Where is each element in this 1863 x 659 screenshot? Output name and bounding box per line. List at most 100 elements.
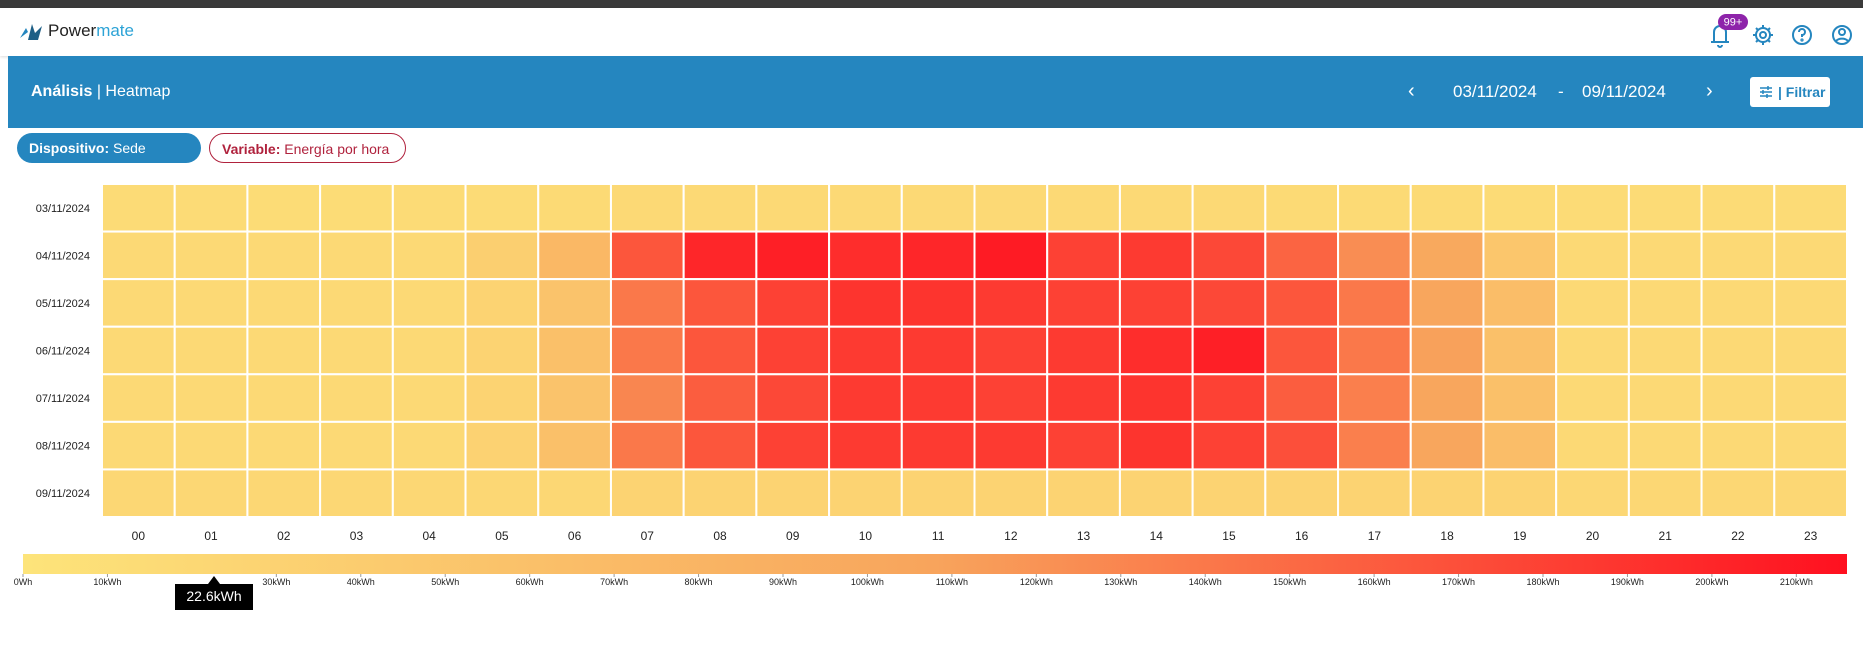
color-bar-label: 160kWh bbox=[1358, 577, 1391, 587]
logo-text[interactable]: Powermate bbox=[48, 21, 134, 41]
heat-cell bbox=[1191, 420, 1267, 471]
heat-cell bbox=[1700, 183, 1776, 233]
heat-cell bbox=[173, 230, 249, 281]
heat-cell bbox=[1773, 373, 1848, 423]
heat-cell bbox=[900, 325, 976, 376]
heat-cell bbox=[1337, 373, 1412, 423]
heat-cell bbox=[609, 420, 685, 471]
help-button[interactable] bbox=[1792, 25, 1812, 45]
heat-cell bbox=[537, 468, 612, 518]
x-tick-label: 14 bbox=[1150, 529, 1164, 543]
heat-cell bbox=[319, 183, 394, 233]
heat-cell bbox=[682, 325, 758, 376]
x-tick-label: 22 bbox=[1731, 529, 1745, 543]
heat-cell bbox=[173, 325, 249, 376]
heat-cell bbox=[1118, 230, 1194, 281]
heat-cell bbox=[246, 183, 322, 233]
y-tick-label: 03/11/2024 bbox=[36, 203, 90, 215]
heat-cell bbox=[391, 373, 467, 423]
heat-cell bbox=[391, 420, 467, 471]
x-tick-label: 08 bbox=[713, 529, 727, 543]
heat-cell bbox=[101, 230, 176, 281]
heat-cell bbox=[609, 373, 685, 423]
heat-cell bbox=[828, 325, 903, 376]
heat-cell bbox=[1627, 420, 1703, 471]
heat-cell bbox=[1191, 183, 1267, 233]
heat-cell bbox=[609, 183, 685, 233]
x-tick-label: 05 bbox=[495, 529, 509, 543]
logo-part: mate bbox=[96, 21, 134, 40]
heat-cell bbox=[900, 230, 976, 281]
filter-button[interactable]: | Filtrar bbox=[1750, 77, 1830, 107]
heat-cell bbox=[173, 468, 249, 518]
heat-cell bbox=[973, 183, 1049, 233]
heat-cell bbox=[1409, 325, 1485, 376]
heat-cell bbox=[755, 420, 831, 471]
heat-cell bbox=[1264, 278, 1340, 328]
toolbar: Análisis | Heatmap ‹ 03/11/2024 - 09/11/… bbox=[8, 56, 1863, 128]
heat-cell bbox=[973, 468, 1049, 518]
date-to[interactable]: 09/11/2024 bbox=[1582, 82, 1666, 101]
prev-button[interactable]: ‹ bbox=[1408, 80, 1415, 102]
color-bar-label: 80kWh bbox=[685, 577, 713, 587]
heat-cell bbox=[1046, 420, 1121, 471]
heat-cell bbox=[1700, 468, 1776, 518]
heat-cell bbox=[101, 420, 176, 471]
account-button[interactable] bbox=[1832, 25, 1852, 45]
heat-cell bbox=[319, 278, 394, 328]
heat-cell bbox=[1409, 420, 1485, 471]
heat-cell bbox=[464, 373, 540, 423]
heat-cell bbox=[1264, 468, 1340, 518]
heat-cell bbox=[755, 373, 831, 423]
color-bar-label: 170kWh bbox=[1442, 577, 1475, 587]
heat-cell bbox=[682, 420, 758, 471]
x-tick-label: 03 bbox=[350, 529, 364, 543]
color-bar-label: 110kWh bbox=[936, 577, 968, 587]
x-tick-label: 21 bbox=[1659, 529, 1673, 543]
header-icons: 99+ bbox=[1711, 14, 1852, 48]
heat-cell bbox=[828, 278, 903, 328]
heat-cell bbox=[1409, 373, 1485, 423]
heat-cell bbox=[1482, 278, 1558, 328]
y-tick-label: 04/11/2024 bbox=[36, 250, 90, 262]
heat-cell bbox=[828, 468, 903, 518]
x-tick-label: 01 bbox=[204, 529, 218, 543]
heat-cell bbox=[246, 420, 322, 471]
heat-cell bbox=[1191, 373, 1267, 423]
next-button[interactable]: › bbox=[1706, 80, 1713, 102]
device-chip[interactable]: Dispositivo: Sede central bbox=[17, 133, 201, 186]
heat-cell bbox=[537, 420, 612, 471]
settings-button[interactable] bbox=[1753, 25, 1773, 45]
heat-cell bbox=[609, 278, 685, 328]
tooltip-text: 22.6kWh bbox=[186, 588, 241, 604]
color-bar-label: 50kWh bbox=[431, 577, 459, 587]
heat-cell bbox=[1337, 420, 1412, 471]
heat-cell bbox=[973, 373, 1049, 423]
heat-cell bbox=[682, 468, 758, 518]
variable-chip[interactable]: Variable: Energía por hora bbox=[209, 133, 406, 163]
heat-cell bbox=[1555, 183, 1630, 233]
color-bar-label: 90kWh bbox=[769, 577, 797, 587]
heat-cell bbox=[1337, 468, 1412, 518]
heat-cell bbox=[1409, 230, 1485, 281]
heat-cell bbox=[537, 373, 612, 423]
date-separator: - bbox=[1558, 82, 1564, 101]
heat-cell bbox=[391, 183, 467, 233]
heat-cell bbox=[101, 468, 176, 518]
heat-cell bbox=[1046, 230, 1121, 281]
heat-cell bbox=[464, 468, 540, 518]
heat-cell bbox=[1046, 278, 1121, 328]
heat-cell bbox=[1700, 230, 1776, 281]
color-bar-label: 200kWh bbox=[1695, 577, 1728, 587]
heat-cell bbox=[1773, 468, 1848, 518]
date-from[interactable]: 03/11/2024 bbox=[1453, 82, 1537, 101]
heat-cell bbox=[464, 278, 540, 328]
color-bar bbox=[23, 554, 1847, 574]
heat-cell bbox=[1482, 325, 1558, 376]
heat-cell bbox=[1482, 230, 1558, 281]
color-bar-label: 60kWh bbox=[516, 577, 544, 587]
heat-cell bbox=[1337, 183, 1412, 233]
x-tick-label: 00 bbox=[132, 529, 146, 543]
heat-cell bbox=[464, 325, 540, 376]
color-bar-label: 100kWh bbox=[851, 577, 884, 587]
